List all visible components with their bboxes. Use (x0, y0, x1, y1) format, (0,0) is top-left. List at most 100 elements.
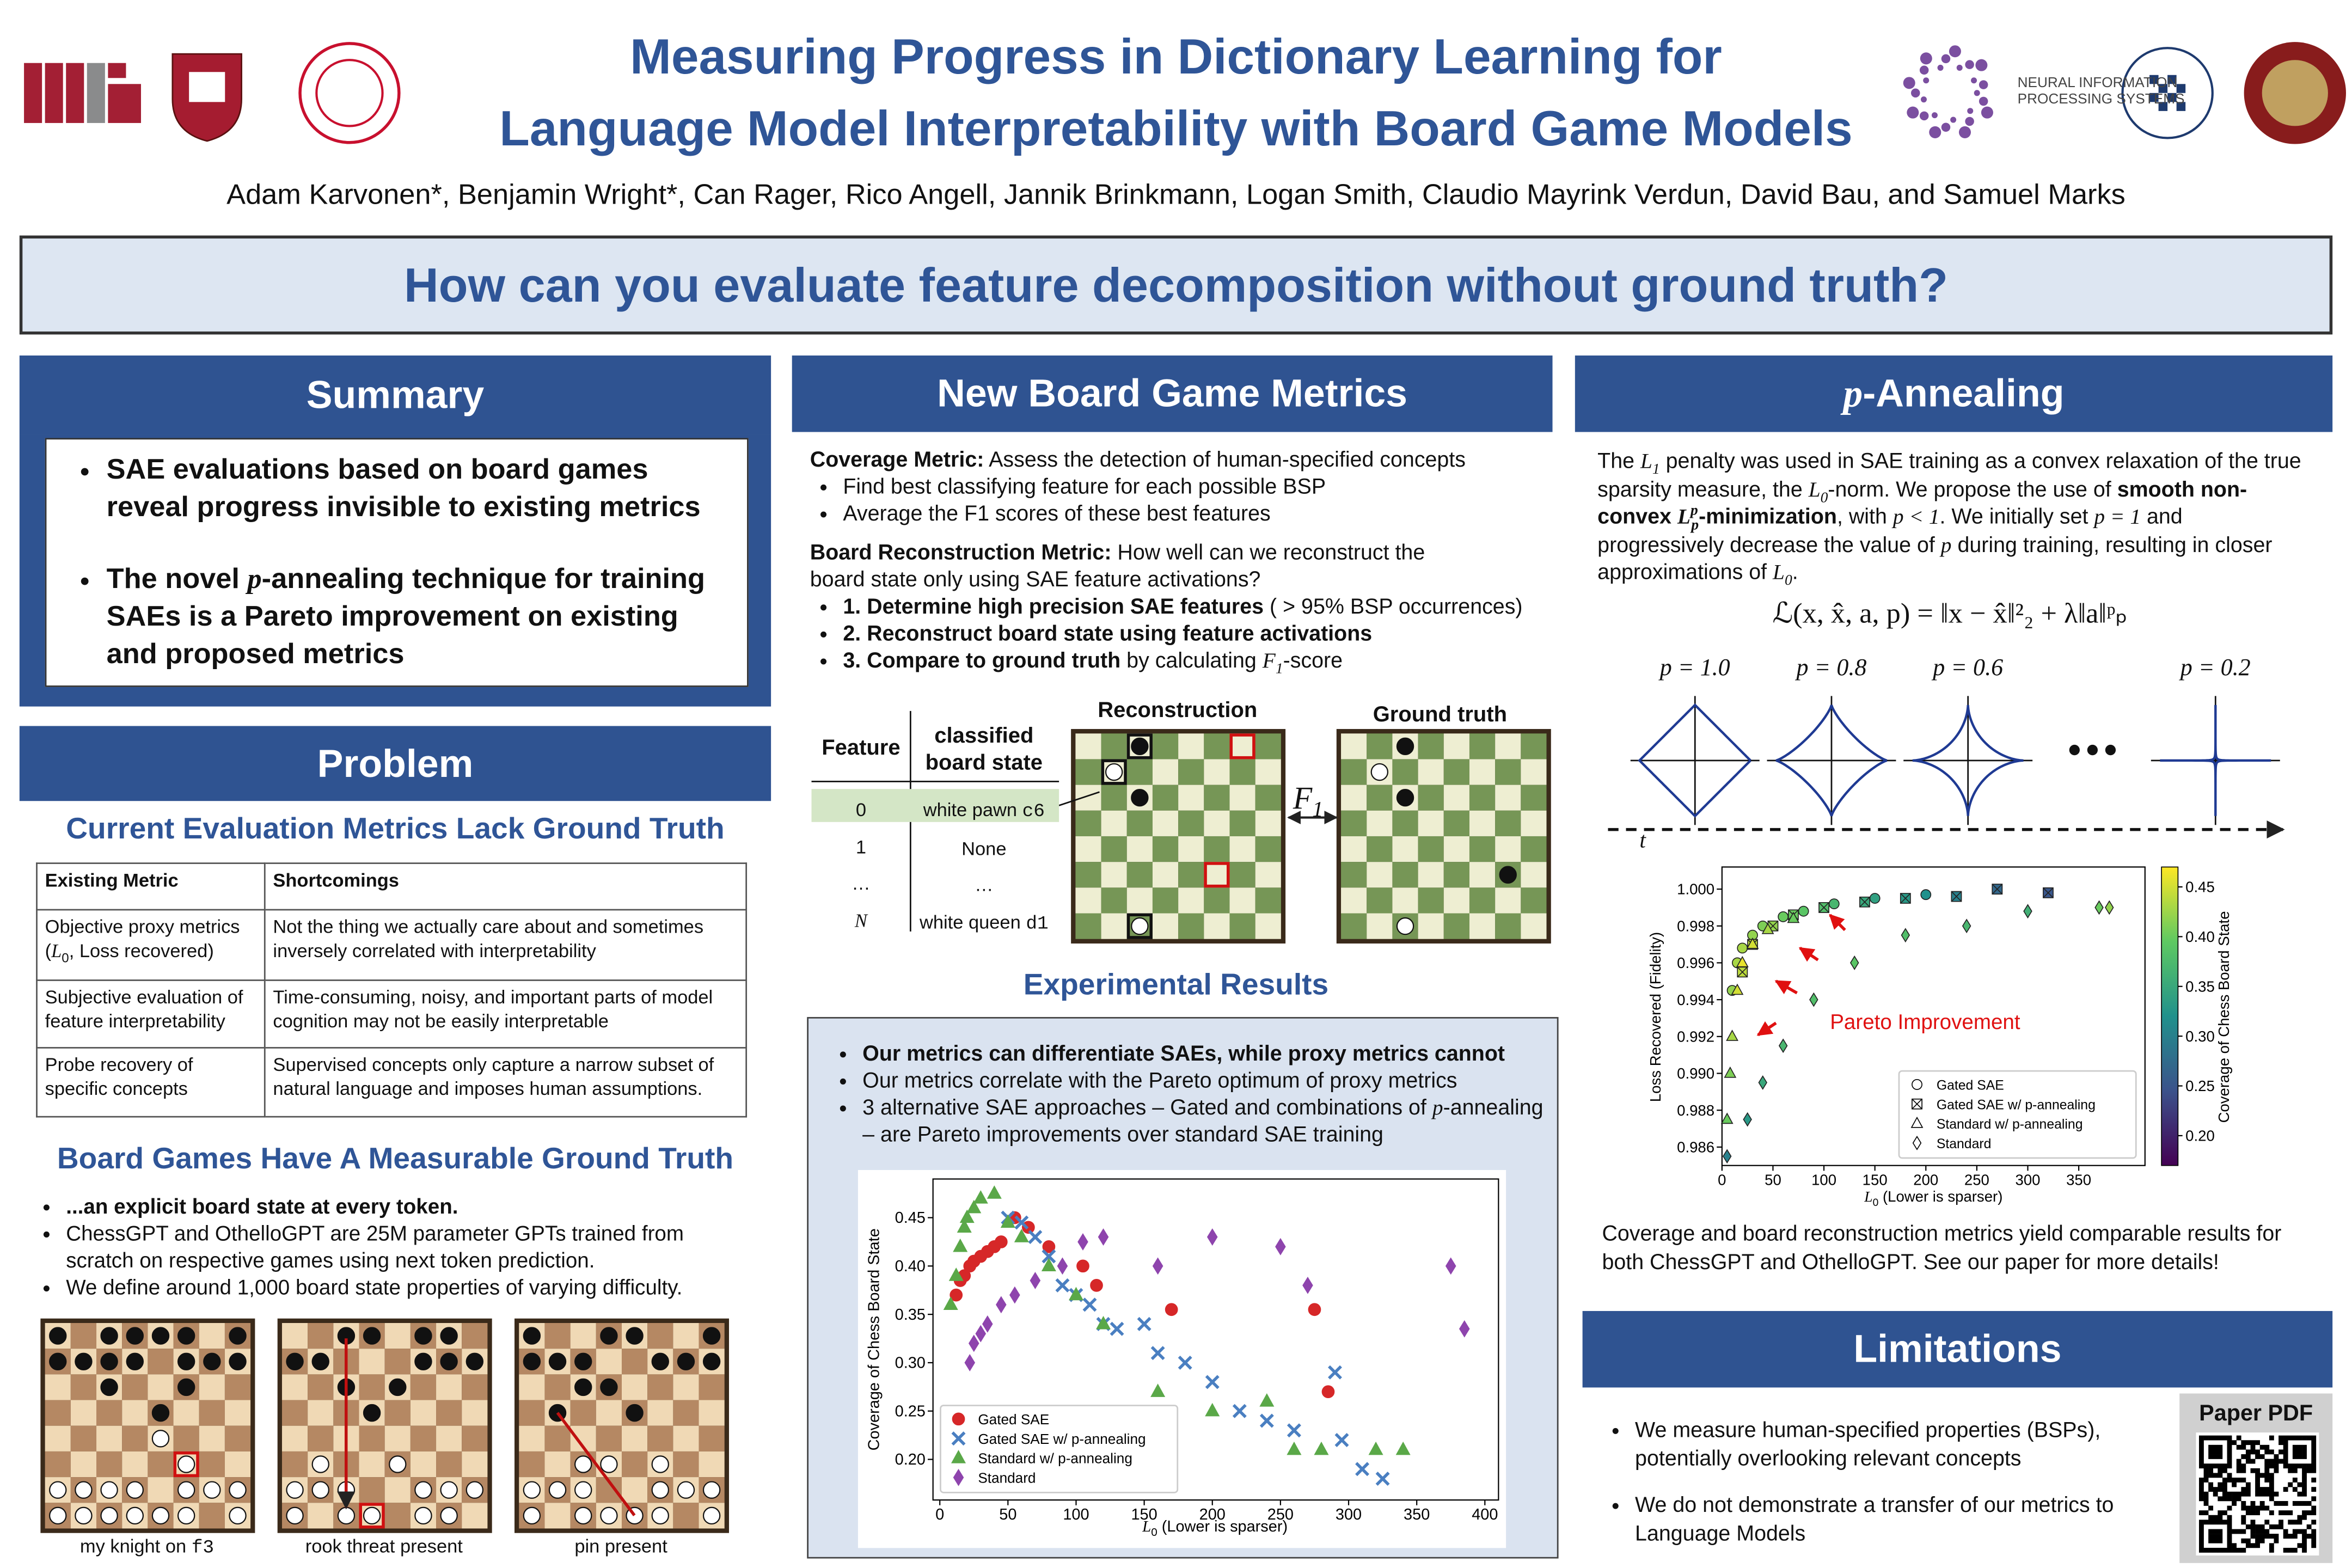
bullet: We measure human-specified properties (B… (1635, 1418, 2165, 1475)
qr-cell (2232, 1543, 2237, 1548)
board-square (1152, 733, 1179, 759)
qr-cell (2288, 1510, 2293, 1516)
board-square (1521, 887, 1547, 914)
x-tick-label: 250 (1267, 1506, 1294, 1523)
point (1746, 937, 1759, 949)
point (1150, 1346, 1165, 1361)
board-square (148, 1451, 174, 1478)
point (1761, 922, 1774, 934)
point (952, 1412, 965, 1426)
qr-cell (2236, 1496, 2241, 1502)
text-fragment: 0 (1784, 573, 1792, 590)
board-square (1521, 733, 1547, 759)
qr-cell (2306, 1468, 2312, 1473)
qr-cell (2245, 1440, 2251, 1445)
board-square (1418, 836, 1444, 862)
paper-label: Paper PDF (2199, 1401, 2313, 1427)
board-square (1341, 759, 1367, 785)
x-tick-label: 100 (1063, 1506, 1089, 1523)
board-square (281, 1374, 308, 1400)
text-fragment: Coverage Metric: (810, 448, 984, 473)
y-tick-label: 0.996 (1677, 954, 1714, 971)
qr-cell (2227, 1477, 2232, 1483)
point (1722, 1149, 1732, 1164)
board-square (1443, 733, 1469, 759)
text-fragment: board state (925, 751, 1043, 776)
qr-cell (2198, 1538, 2204, 1543)
board-square (1392, 810, 1418, 836)
board-square (308, 1400, 334, 1426)
board-square (1367, 785, 1393, 811)
board-square (70, 1374, 97, 1400)
mannheim-check (2167, 93, 2177, 102)
legend-label: Gated SAE (1937, 1079, 2004, 1093)
board-square (1521, 785, 1547, 811)
qr-cell (2259, 1534, 2265, 1539)
square-highlight (173, 1451, 199, 1478)
qr-cell (2227, 1515, 2232, 1520)
board-square (1418, 887, 1444, 914)
chess-piece (651, 1481, 669, 1499)
annealing-chart: L0 (Lower is sparser) Loss Recovered (Fi… (1647, 866, 2232, 1209)
qr-cell (2269, 1459, 2274, 1464)
qr-cell (2255, 1440, 2260, 1445)
point (975, 1325, 987, 1343)
subheading: Experimental Results (1023, 969, 1329, 1002)
point (1951, 891, 1962, 902)
board-square (199, 1451, 225, 1478)
point (1787, 911, 1800, 923)
qr-cell (2269, 1463, 2274, 1469)
logo-bar (45, 63, 63, 123)
board-square (1341, 810, 1367, 836)
board-square (462, 1425, 488, 1451)
text-fragment: 0 (855, 799, 866, 821)
board-square (359, 1374, 385, 1400)
board-square (1443, 810, 1469, 836)
chess-piece (177, 1352, 195, 1370)
mannheim-check (2176, 84, 2186, 93)
board-square (1367, 913, 1393, 939)
bullet: 2. Reconstruct board state using feature… (843, 621, 1545, 648)
mannheim-check (2158, 84, 2168, 93)
mannheim-seal (2121, 47, 2214, 139)
board-square (1229, 862, 1255, 888)
board-square (1367, 887, 1393, 914)
logo-text: NEURAL INFORMATION (2017, 75, 2178, 92)
bullets: ...an explicit board state at every toke… (33, 1192, 753, 1300)
limitations-bullets: We measure human-specified properties (B… (1602, 1418, 2164, 1549)
neurips-dot (1931, 112, 1938, 119)
qr-cell (2311, 1538, 2317, 1543)
qr-cell (2213, 1538, 2218, 1543)
colorbar-tick-label: 0.40 (2185, 928, 2215, 945)
board-square (45, 1400, 71, 1426)
point (1920, 889, 1932, 901)
qr-cell (2255, 1473, 2260, 1478)
qr-cell (2222, 1510, 2227, 1516)
board-square (1495, 913, 1521, 939)
qr-cell (2264, 1505, 2270, 1511)
qr-cell (2255, 1543, 2260, 1548)
qr-cell (2213, 1491, 2218, 1497)
problem-table: Existing Metric Shortcomings Objective pr… (36, 862, 748, 1118)
board-square (519, 1374, 545, 1400)
board-square (699, 1451, 725, 1478)
qr-cell (2203, 1547, 2209, 1553)
qr-cell (2208, 1444, 2214, 1450)
board-square (1152, 759, 1179, 785)
qr-cell (2198, 1510, 2204, 1516)
qr-cell (2297, 1520, 2302, 1525)
table-header: Feature (822, 736, 901, 761)
board-square (1204, 913, 1230, 939)
chess-piece (389, 1378, 407, 1396)
umass-seal (2262, 60, 2328, 126)
point (1720, 1112, 1734, 1124)
qr-cell (2232, 1482, 2237, 1487)
board-caption: rook threat present (305, 1536, 463, 1557)
board-square (96, 1451, 122, 1478)
qr-cell (2213, 1520, 2218, 1525)
board-square (1075, 733, 1101, 759)
text-fragment: 3 alternative SAE approaches – Gated and… (862, 1096, 1432, 1121)
qr-cell (2302, 1487, 2307, 1492)
mannheim-check (2149, 75, 2159, 84)
text-fragment: Assess the detection of human-specified … (984, 448, 1466, 473)
